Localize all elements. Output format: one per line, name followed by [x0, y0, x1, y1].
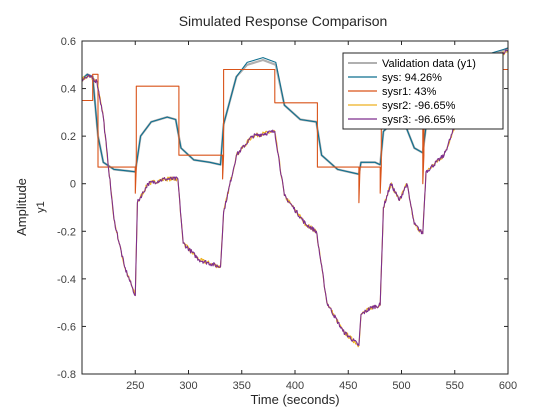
y-tick-label: 0 — [70, 179, 76, 191]
x-axis-label: Time (seconds) — [250, 392, 339, 407]
chart-title: Simulated Response Comparison — [179, 13, 388, 29]
output-channel-label: y1 — [35, 201, 47, 213]
legend-entry: sysr3: -96.65% — [382, 114, 456, 126]
y-tick-label: -0.6 — [57, 321, 76, 333]
x-tick-label: 250 — [126, 380, 144, 392]
legend-entry: sysr2: -96.65% — [382, 100, 456, 112]
y-tick-label: -0.4 — [57, 274, 76, 286]
x-tick-label: 500 — [392, 380, 410, 392]
legend-entry: sysr1: 43% — [382, 86, 437, 98]
y-tick-label: 0.6 — [61, 36, 76, 48]
legend-entry: Validation data (y1) — [382, 58, 476, 70]
y-tick-label: -0.8 — [57, 369, 76, 381]
x-axis-ticks: 250 300 350 400 450 500 550 600 — [126, 41, 517, 392]
series-line-2 — [82, 47, 508, 175]
x-tick-label: 550 — [446, 380, 464, 392]
x-tick-label: 450 — [339, 380, 357, 392]
y-tick-label: -0.2 — [57, 226, 76, 238]
x-tick-label: 600 — [499, 380, 517, 392]
x-tick-label: 400 — [286, 380, 304, 392]
legend-entry: sys: 94.26% — [382, 72, 442, 84]
x-tick-label: 300 — [179, 380, 197, 392]
legend: Validation data (y1) sys: 94.26% sysr1: 43… — [342, 52, 504, 130]
x-tick-label: 350 — [233, 380, 251, 392]
y-axis-label: Amplitude — [14, 178, 29, 236]
y-tick-label: 0.2 — [61, 131, 76, 143]
y-tick-label: 0.4 — [61, 84, 76, 96]
series-line-5 — [82, 49, 508, 347]
y-axis-ticks: -0.8 -0.6 -0.4 -0.2 0 0.2 0.4 0.6 — [57, 36, 508, 381]
